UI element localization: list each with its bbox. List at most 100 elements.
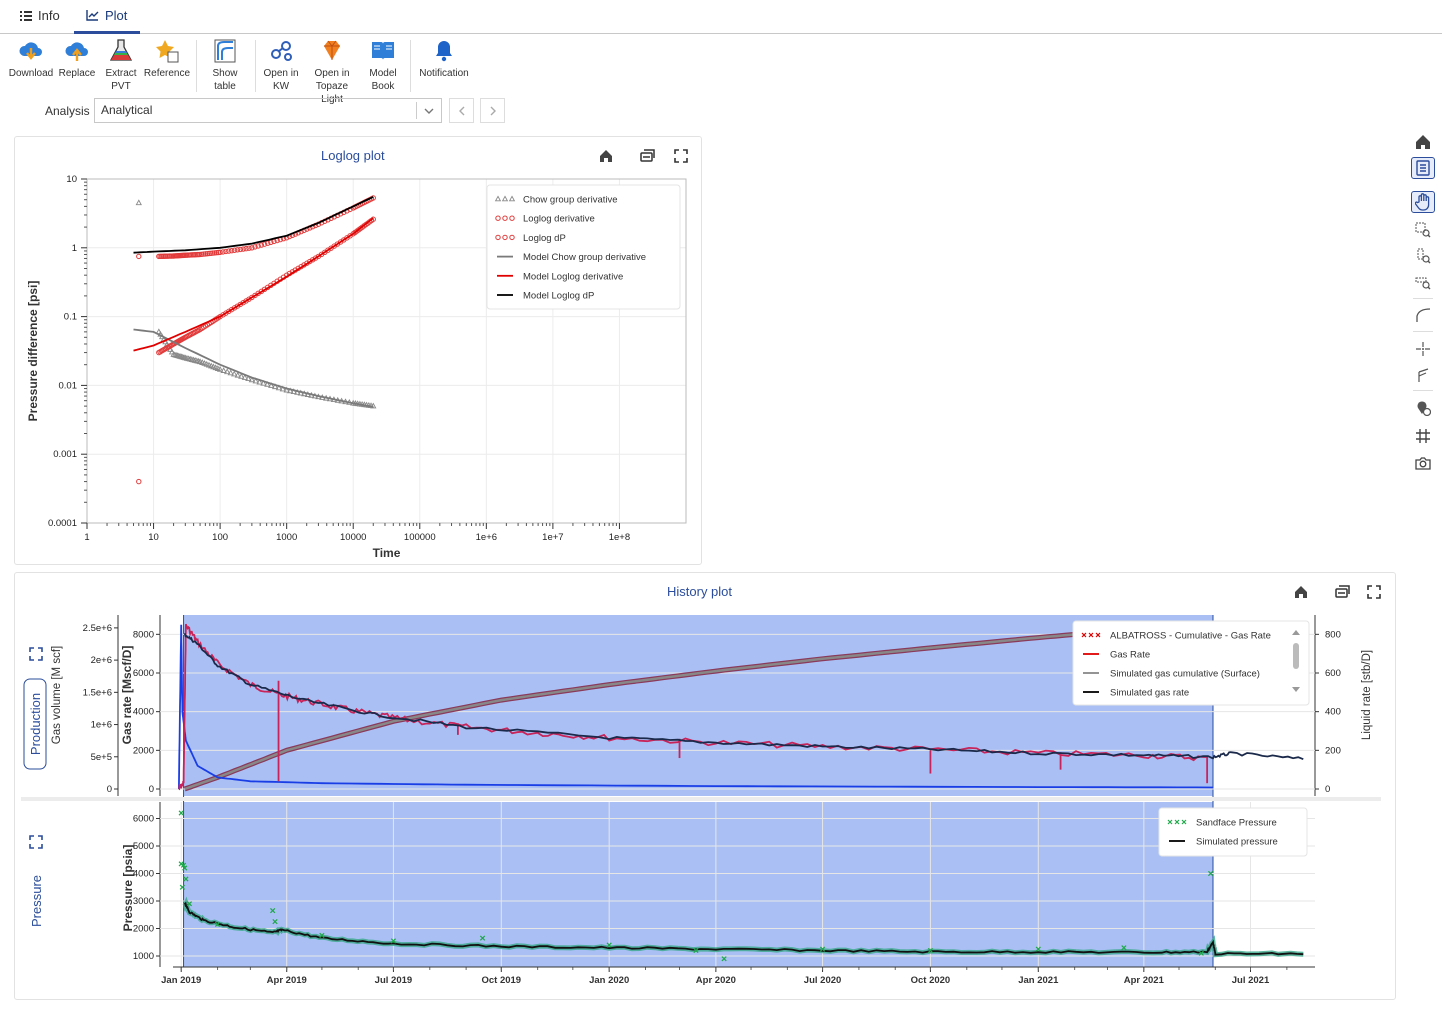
sandface-pressure-point	[721, 956, 727, 962]
marker-time-button[interactable]	[1411, 397, 1435, 419]
sandface-pressure-point	[693, 947, 699, 954]
legend-toggle-icon[interactable]	[640, 148, 656, 164]
legend-box	[486, 184, 681, 310]
sandface-pressure-point	[1035, 946, 1041, 952]
analysis-select[interactable]: Analytical	[94, 98, 442, 123]
open-in-kw-label-2: KW	[272, 81, 290, 92]
expand-icon[interactable]	[673, 148, 689, 164]
grid-toggle-button[interactable]	[1411, 425, 1435, 447]
loglog-dp-point	[213, 249, 220, 256]
legend-swatch	[1088, 632, 1094, 638]
chow-derivative-point	[168, 348, 176, 355]
rate-tick-label: 8000	[133, 629, 154, 640]
chart-line-icon	[86, 10, 99, 21]
loglog-dp-point	[231, 247, 238, 253]
simulated-gas-rate-line	[183, 633, 1304, 761]
chow-derivative-point	[248, 376, 256, 383]
extract-pvt-button[interactable]: Extract PVT	[93, 38, 149, 93]
replace-button[interactable]: Replace	[49, 38, 105, 80]
open-in-kw-button[interactable]: Open in KW	[253, 38, 309, 93]
model-book-button[interactable]: Model Book	[355, 38, 411, 93]
sandface-pressure-point	[479, 935, 486, 941]
date-tick-label: Jan 2021	[1018, 975, 1059, 986]
date-tick-label: Apr 2019	[267, 975, 307, 986]
chevron-right-icon	[490, 106, 496, 115]
show-table-button[interactable]: Show table	[197, 38, 253, 93]
x-tick-label: 10	[148, 532, 159, 543]
tab-bar: Info Plot	[0, 0, 1442, 34]
box-zoom-icon	[1415, 222, 1431, 238]
liquid-tick-label: 400	[1325, 707, 1341, 718]
crosshair-icon	[1416, 342, 1430, 356]
sandface-pressure-point	[272, 919, 278, 925]
loglog-dp-point	[255, 243, 261, 249]
loglog-chart[interactable]: 1 10 100 1000 10000 100000 1e+6 1e+7 1e+8 10 1 0.1 0…	[15, 137, 701, 564]
loglog-dp-point	[217, 249, 223, 256]
loglog-title: Loglog plot	[321, 148, 385, 163]
slope-tool-button[interactable]	[1411, 364, 1435, 386]
loglog-dp-point	[246, 245, 252, 251]
legend-swatch	[502, 215, 508, 221]
x-tick-label: 10000	[340, 532, 366, 543]
crosshair-button[interactable]	[1411, 338, 1435, 360]
sandface-pressure-point	[186, 901, 193, 907]
next-analysis-button[interactable]	[480, 98, 505, 123]
y-tick-label: 10	[66, 174, 77, 185]
molecule-icon	[271, 41, 292, 61]
loglog-dp-point	[223, 248, 229, 255]
home-icon[interactable]	[1293, 584, 1309, 600]
date-tick-label: Jan 2020	[589, 975, 629, 986]
previous-analysis-button[interactable]	[449, 98, 474, 123]
legend-swatch	[509, 215, 515, 221]
screenshot-button[interactable]	[1411, 452, 1435, 474]
loglog-dp-point	[199, 251, 205, 257]
volume-tick-label: 1e+6	[91, 720, 112, 731]
pressure-group-label: Pressure	[29, 875, 44, 927]
tab-info[interactable]: Info	[20, 8, 60, 23]
download-button[interactable]: Download	[3, 38, 59, 80]
x-zoom-button[interactable]	[1411, 271, 1435, 293]
loglog-dp-point	[201, 251, 207, 257]
history-panel: History plot Jan 2019 Apr 2019 Jul 2019 Oct…	[14, 572, 1396, 1000]
sandface-pressure-point	[819, 946, 826, 952]
y-tick-label: 0.01	[59, 380, 78, 391]
pan-tool-button[interactable]	[1411, 191, 1435, 213]
open-in-topaze-light-button[interactable]: Open in Topaze Light	[304, 38, 360, 106]
expand-icon[interactable]	[1366, 584, 1382, 600]
legend-swatch	[502, 234, 508, 241]
box-zoom-button[interactable]	[1411, 219, 1435, 241]
loglog-panel: Loglog plot 1 10 100 1000 10000 100000 1e+6 1e+…	[14, 136, 702, 565]
notification-label: Notification	[419, 68, 469, 79]
reference-button[interactable]: Reference	[139, 38, 195, 80]
scroll-down-icon	[1292, 687, 1300, 692]
pressure-tick-label: 5000	[133, 841, 154, 852]
notification-button[interactable]: Notification	[416, 38, 472, 80]
date-tick-label: Jul 2019	[375, 975, 413, 986]
legend-label: Simulated pressure	[1196, 837, 1278, 848]
chow-derivative-point	[238, 372, 245, 379]
reset-view-button[interactable]	[1411, 131, 1435, 153]
chow-derivative-point	[256, 378, 263, 385]
y-zoom-button[interactable]	[1411, 245, 1435, 267]
x-tick-label: 100	[212, 532, 228, 543]
legend-scrollbar	[1293, 643, 1299, 669]
legend-toggle-icon[interactable]	[1335, 584, 1351, 600]
home-icon[interactable]	[598, 148, 614, 164]
loglog-dp-point	[243, 245, 249, 252]
y-tick-label: 0.001	[53, 449, 77, 460]
history-chart[interactable]: Jan 2019 Apr 2019 Jul 2019 Oct 2019 Jan 2020…	[15, 573, 1395, 999]
legend-mode-button[interactable]	[1411, 157, 1435, 179]
camera-icon	[1415, 457, 1431, 470]
toolbar-separator	[1413, 390, 1433, 391]
tab-plot[interactable]: Plot	[86, 8, 127, 23]
toolbar-separator	[1413, 331, 1433, 332]
plot-frame	[86, 178, 687, 524]
curve-tool-button[interactable]	[1411, 304, 1435, 326]
legend-box	[1072, 620, 1310, 706]
chow-derivative-point	[283, 386, 290, 393]
pressure-tick-label: 6000	[133, 814, 154, 825]
date-tick-label: Jul 2021	[1232, 975, 1270, 986]
sandface-pressure-point	[182, 865, 188, 871]
date-tick-label: Apr 2021	[1124, 975, 1165, 986]
date-tick-label: Apr 2020	[696, 975, 736, 986]
